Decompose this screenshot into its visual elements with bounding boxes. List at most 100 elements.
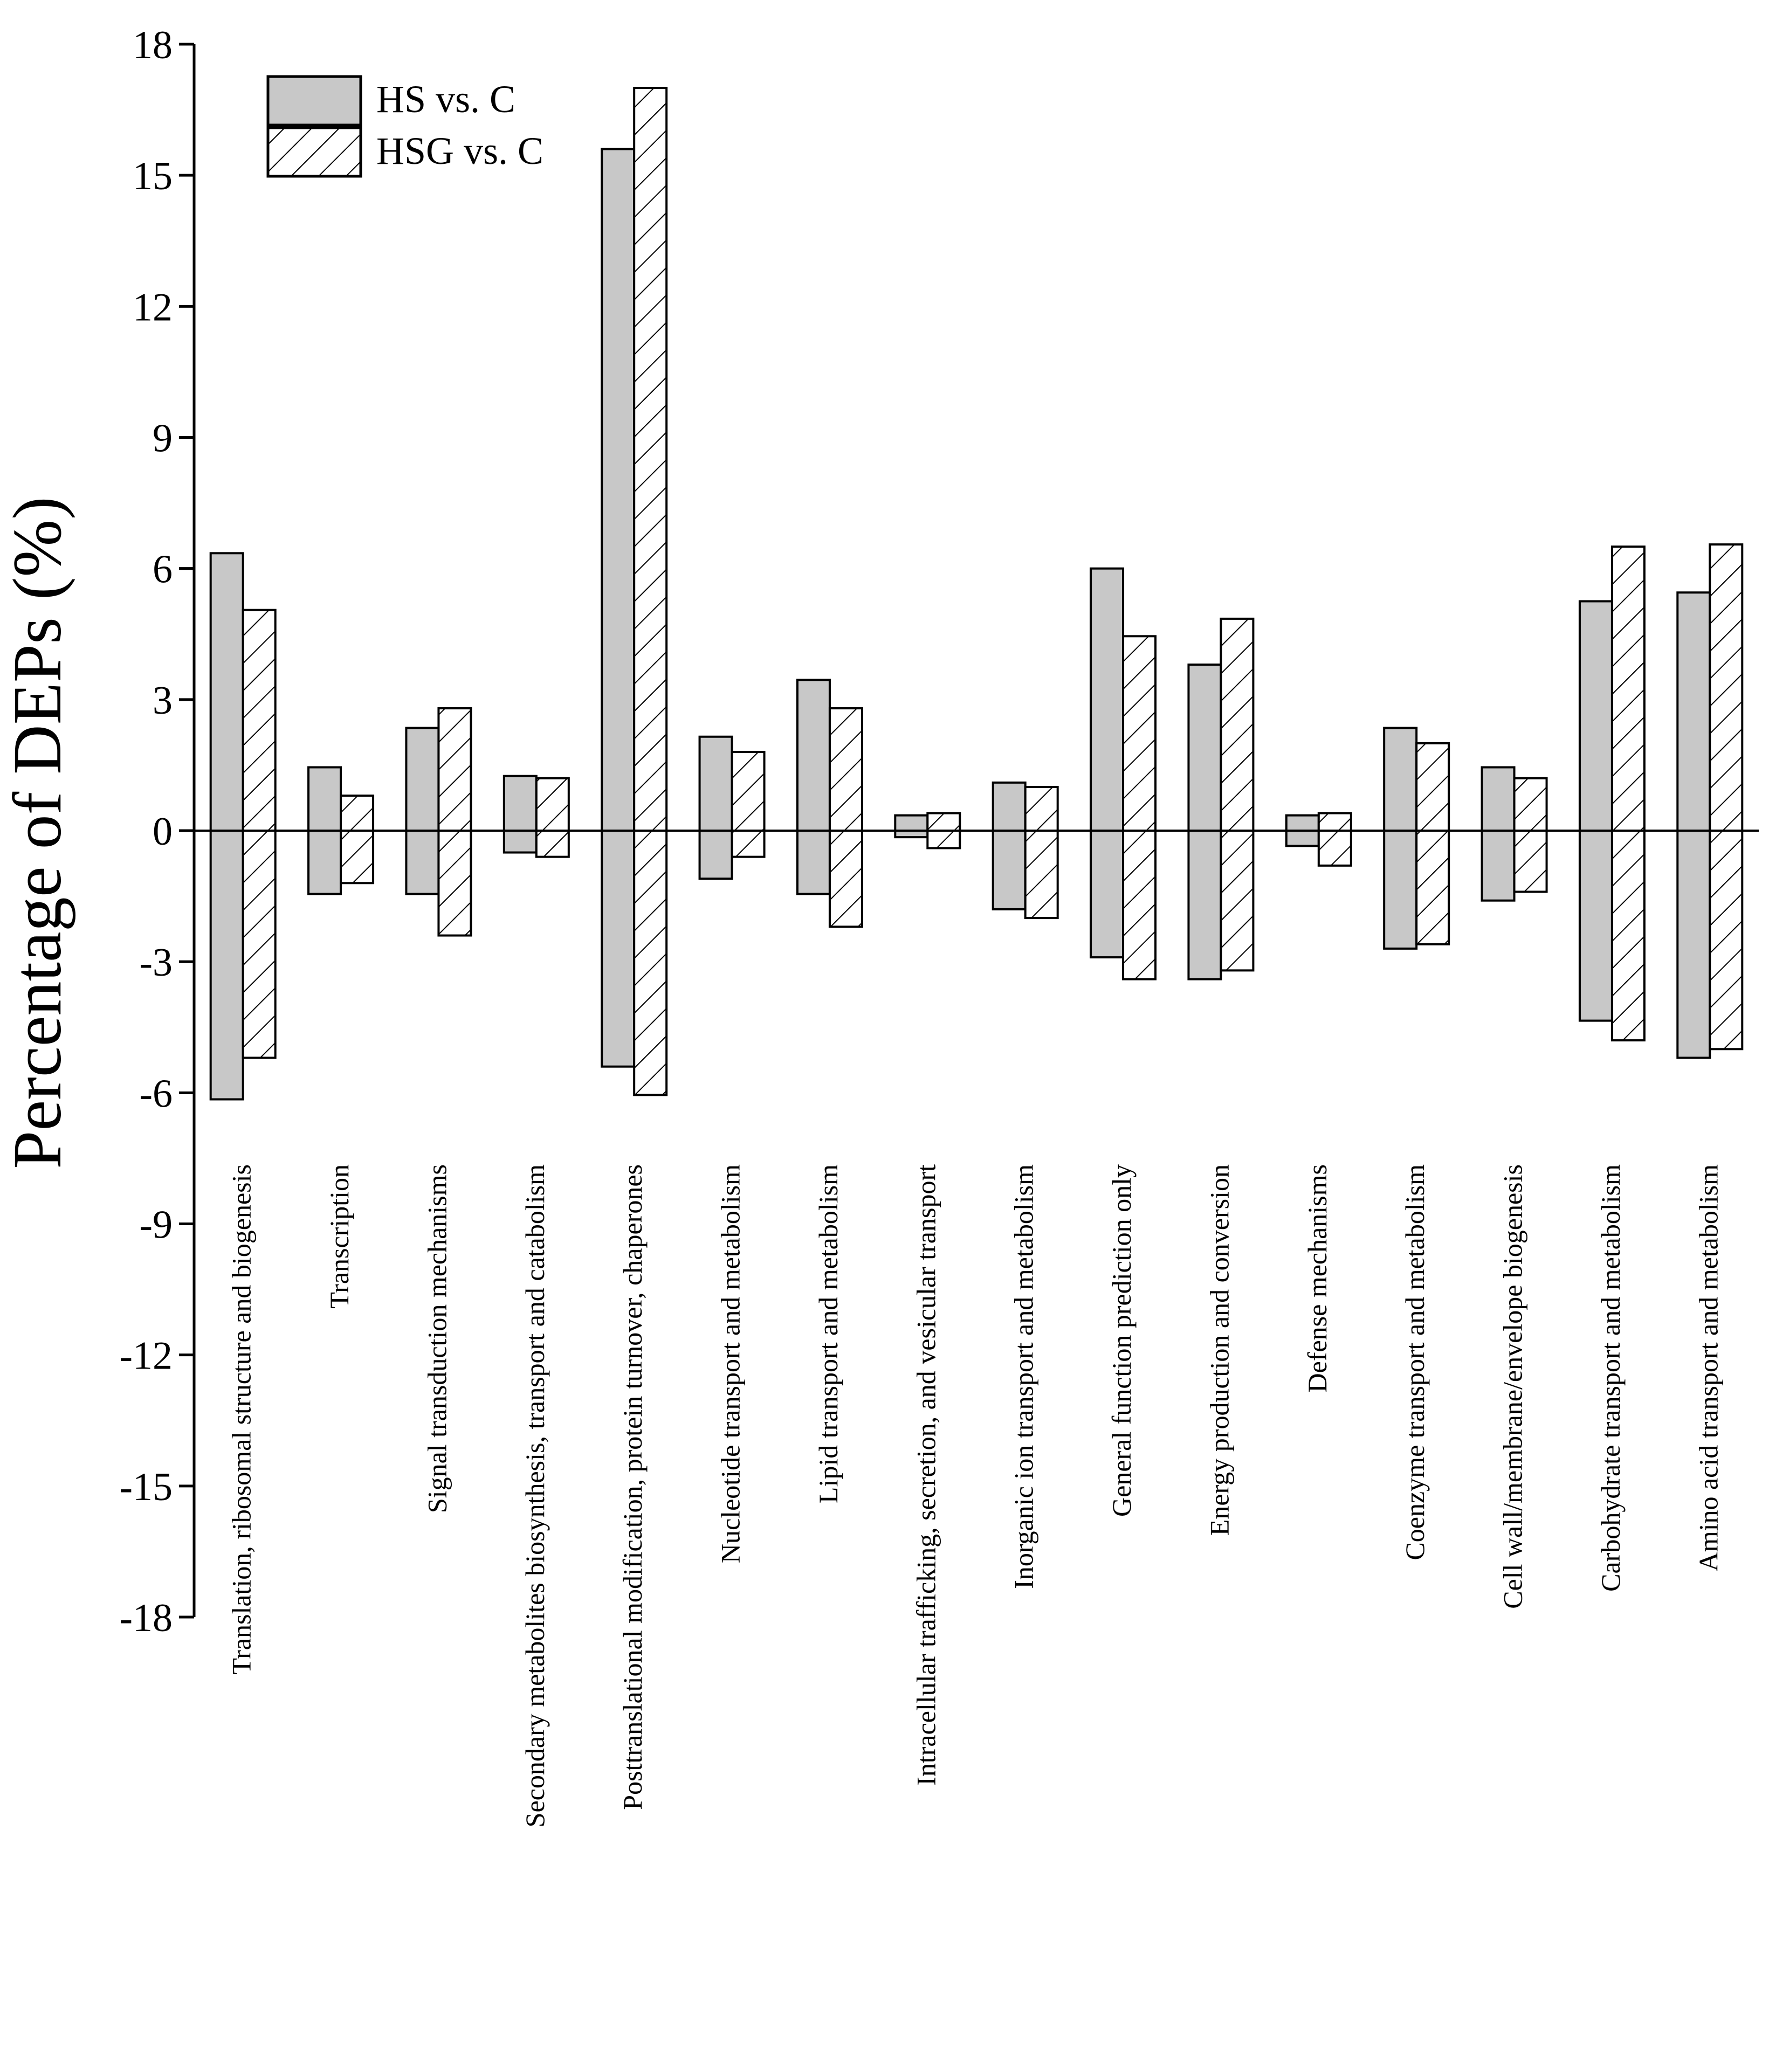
y-tick-label: -3 [139, 941, 173, 985]
category-label: Intracellular trafficking, secretion, an… [911, 1164, 941, 1786]
bar-hsg-up [1024, 785, 1059, 832]
bar-hsg-down [1220, 830, 1255, 972]
legend: HS vs. C HSG vs. C [266, 75, 543, 178]
bar-hsg-down [437, 830, 472, 937]
bar-hsg-up [731, 751, 766, 832]
y-axis-label: Percentage of DEPs (%) [0, 496, 75, 1169]
bar-hsg-up [633, 87, 668, 832]
bar-hsg-down [1709, 830, 1744, 1051]
legend-swatch-hsg [266, 126, 362, 178]
legend-label-hs: HS vs. C [376, 78, 515, 121]
category-labels-group: Translation, ribosomal structure and bio… [226, 1164, 1724, 1827]
bar-hs-up [992, 781, 1027, 832]
y-tick-label: 9 [153, 417, 173, 461]
bar-hsg-down [535, 830, 570, 858]
bar-hs-down [894, 830, 929, 839]
y-tick-label: -6 [139, 1072, 173, 1116]
y-tick-label: -12 [119, 1334, 173, 1378]
category-label: General function prediction only [1106, 1164, 1137, 1517]
bar-hsg-up [926, 812, 961, 832]
category-label: Translation, ribosomal structure and bio… [226, 1164, 257, 1675]
y-tick-label: 18 [133, 23, 173, 67]
bar-hs-up [307, 766, 342, 832]
y-tick-label: 3 [153, 679, 173, 723]
bar-hs-up [405, 727, 440, 832]
bar-hsg-down [1610, 830, 1646, 1042]
category-label: Nucleotide transport and metabolism [715, 1164, 746, 1563]
bar-hsg-down [1415, 830, 1450, 945]
category-label: Secondary metabolites biosynthesis, tran… [520, 1164, 550, 1827]
bar-hsg-up [1220, 617, 1255, 832]
category-label: Lipid transport and metabolism [813, 1164, 843, 1503]
bar-hsg-down [242, 830, 277, 1059]
bar-hsg-up [1122, 635, 1157, 832]
bar-hs-down [1676, 830, 1711, 1059]
bar-hs-down [1187, 830, 1222, 980]
category-label: Signal transduction mechanisms [422, 1164, 452, 1513]
bar-hs-down [209, 830, 244, 1101]
category-label: Energy production and conversion [1204, 1164, 1234, 1536]
legend-label-hsg: HSG vs. C [376, 129, 543, 172]
bar-hs-up [796, 679, 831, 832]
bar-hs-up [698, 735, 733, 832]
bar-hs-down [992, 830, 1027, 910]
bar-hs-up [502, 775, 538, 832]
bar-hsg-up [1415, 742, 1450, 832]
y-tick-label: 6 [153, 548, 173, 592]
category-label: Transcription [324, 1164, 354, 1309]
bar-hsg-up [828, 707, 863, 832]
bar-hs-up [1481, 766, 1516, 832]
bar-hsg-down [828, 830, 863, 928]
bar-hsg-down [1122, 830, 1157, 980]
bar-hs-up [1383, 727, 1418, 832]
bar-hs-down [502, 830, 538, 854]
category-label: Posttranslational modification, protein … [617, 1164, 648, 1810]
bar-hsg-down [633, 830, 668, 1096]
bar-hsg-down [340, 830, 375, 885]
bar-hs-up [894, 814, 929, 832]
bar-hsg-up [1610, 545, 1646, 832]
y-tick-label: 15 [133, 154, 173, 198]
bar-hsg-up [437, 707, 472, 832]
bar-hs-up [1578, 600, 1613, 832]
bar-hsg-up [1317, 812, 1352, 832]
bar-hs-down [698, 830, 733, 880]
y-tick-label: 0 [153, 810, 173, 854]
bar-hsg-up [1709, 543, 1744, 832]
category-label: Defense mechanisms [1302, 1164, 1332, 1392]
y-tick-label: -9 [139, 1203, 173, 1247]
bars-group [209, 87, 1744, 1101]
bar-hs-down [1285, 830, 1320, 847]
bar-hsg-up [535, 777, 570, 832]
bar-hs-up [1285, 814, 1320, 832]
bar-hs-up [601, 148, 636, 832]
y-tick-label: -15 [119, 1465, 173, 1509]
bar-hs-down [1090, 830, 1125, 959]
bar-hsg-up [1513, 777, 1548, 832]
bar-hsg-down [1513, 830, 1548, 893]
bar-hsg-up [340, 795, 375, 832]
category-label: Amino acid transport and metabolism [1693, 1164, 1723, 1572]
bar-hsg-down [1024, 830, 1059, 920]
bar-hs-up [209, 552, 244, 832]
bar-hs-down [796, 830, 831, 895]
category-label: Inorganic ion transport and metabolism [1009, 1164, 1039, 1589]
bar-hs-down [1578, 830, 1613, 1022]
legend-swatch-hs [266, 75, 362, 127]
bar-hsg-down [731, 830, 766, 858]
category-label: Coenzyme transport and metabolism [1400, 1164, 1430, 1560]
bar-hs-down [307, 830, 342, 895]
category-label: Carbohydrate transport and metabolism [1595, 1164, 1626, 1592]
bar-hs-down [1383, 830, 1418, 950]
bar-hs-down [1481, 830, 1516, 902]
y-tick-label: -18 [119, 1596, 173, 1640]
bar-hsg-down [1317, 830, 1352, 867]
bar-hs-up [1676, 591, 1711, 832]
bar-hs-down [601, 830, 636, 1068]
bar-hs-up [1090, 567, 1125, 832]
y-tick-label: 12 [133, 285, 173, 329]
bar-hs-down [405, 830, 440, 895]
bar-hsg-up [242, 609, 277, 832]
bar-hsg-down [926, 830, 961, 849]
